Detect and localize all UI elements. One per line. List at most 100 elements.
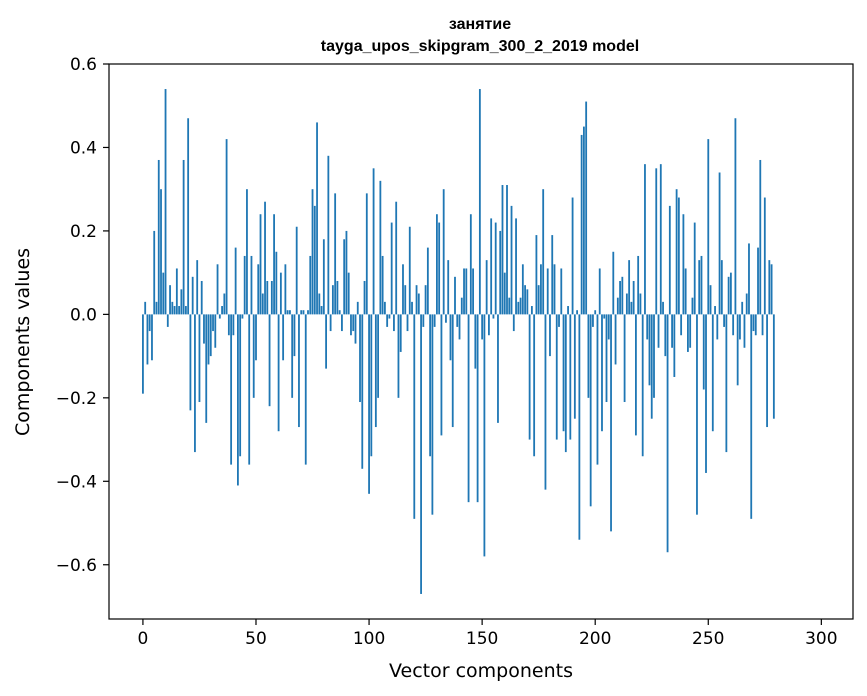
bar bbox=[768, 260, 771, 315]
bar bbox=[393, 314, 395, 332]
bar bbox=[377, 314, 380, 398]
bar bbox=[490, 218, 493, 315]
bar bbox=[356, 301, 359, 315]
bar bbox=[164, 89, 167, 315]
bar bbox=[481, 314, 484, 340]
bar bbox=[205, 314, 208, 423]
bar bbox=[616, 297, 619, 315]
bar bbox=[445, 314, 447, 323]
bar bbox=[300, 310, 303, 315]
bar bbox=[399, 314, 402, 352]
bar bbox=[463, 268, 465, 315]
bar bbox=[148, 314, 151, 332]
bar bbox=[772, 314, 775, 419]
bar bbox=[578, 314, 581, 540]
bar bbox=[648, 314, 651, 386]
bar bbox=[268, 314, 271, 407]
bar bbox=[365, 193, 368, 315]
bar bbox=[736, 314, 739, 386]
bar bbox=[279, 272, 282, 315]
bar bbox=[757, 247, 759, 315]
bar bbox=[501, 185, 504, 315]
bar bbox=[729, 272, 732, 315]
bar bbox=[641, 314, 644, 457]
bar bbox=[673, 314, 676, 377]
chart-title: занятие bbox=[449, 16, 511, 33]
bar bbox=[472, 268, 474, 315]
bar bbox=[293, 314, 296, 357]
bar bbox=[331, 285, 334, 315]
bar bbox=[187, 118, 190, 315]
bar bbox=[338, 310, 341, 315]
bar bbox=[277, 314, 280, 432]
bar bbox=[178, 306, 181, 315]
bar bbox=[474, 314, 477, 369]
y-axis-label: Components values bbox=[12, 248, 34, 436]
bar bbox=[693, 222, 696, 315]
bar bbox=[689, 314, 692, 348]
bar bbox=[169, 285, 171, 315]
bar bbox=[637, 255, 640, 315]
bar bbox=[619, 280, 621, 315]
bar bbox=[243, 255, 246, 315]
bar bbox=[623, 314, 626, 403]
bar bbox=[157, 159, 160, 315]
bar bbox=[551, 235, 554, 315]
bar bbox=[255, 314, 257, 361]
bar bbox=[528, 314, 531, 440]
bar bbox=[657, 314, 660, 348]
bar bbox=[515, 218, 517, 315]
bar bbox=[232, 314, 235, 336]
bar bbox=[711, 314, 714, 432]
bar bbox=[426, 247, 429, 315]
bar bbox=[352, 314, 355, 332]
bar bbox=[449, 314, 452, 361]
x-axis-label: Vector components bbox=[389, 660, 573, 682]
bar bbox=[646, 314, 649, 340]
bar bbox=[675, 189, 678, 315]
x-axis-ticks: 0 50 100 150 200 250 300 bbox=[138, 619, 838, 649]
bar bbox=[553, 264, 556, 315]
bar bbox=[680, 314, 683, 336]
bar bbox=[576, 310, 579, 315]
bar bbox=[184, 306, 187, 315]
bar bbox=[230, 314, 233, 465]
bar bbox=[492, 314, 495, 319]
bar bbox=[494, 222, 497, 315]
x-tick-label: 50 bbox=[245, 629, 267, 649]
bar bbox=[705, 314, 707, 473]
bar bbox=[304, 314, 307, 465]
bar bbox=[497, 314, 499, 423]
y-axis-ticks: 0.6 0.4 0.2 0.0 −0.2 −0.4 −0.6 bbox=[56, 55, 109, 576]
bar bbox=[485, 260, 488, 315]
bar bbox=[440, 314, 443, 436]
bar bbox=[408, 226, 411, 315]
bar bbox=[592, 314, 594, 327]
bar bbox=[555, 314, 558, 440]
bar bbox=[241, 314, 244, 319]
bar bbox=[662, 301, 664, 315]
bar bbox=[607, 314, 610, 340]
bar bbox=[207, 314, 210, 365]
bar bbox=[594, 310, 597, 315]
bar bbox=[370, 314, 373, 457]
bar bbox=[223, 293, 226, 315]
bar bbox=[175, 268, 178, 315]
bar bbox=[227, 314, 230, 336]
bar bbox=[483, 314, 486, 557]
bar bbox=[218, 314, 221, 319]
bar bbox=[596, 314, 599, 465]
y-tick-label: −0.4 bbox=[56, 472, 97, 492]
bar bbox=[544, 314, 547, 490]
bar bbox=[612, 251, 615, 315]
x-tick-label: 100 bbox=[353, 629, 385, 649]
bar bbox=[682, 214, 685, 315]
bar bbox=[282, 314, 285, 361]
bar bbox=[763, 197, 766, 315]
bar bbox=[639, 293, 642, 315]
bar bbox=[571, 197, 574, 315]
bar bbox=[422, 314, 425, 327]
bar bbox=[209, 314, 212, 357]
bar bbox=[155, 301, 158, 315]
bar bbox=[341, 314, 343, 332]
